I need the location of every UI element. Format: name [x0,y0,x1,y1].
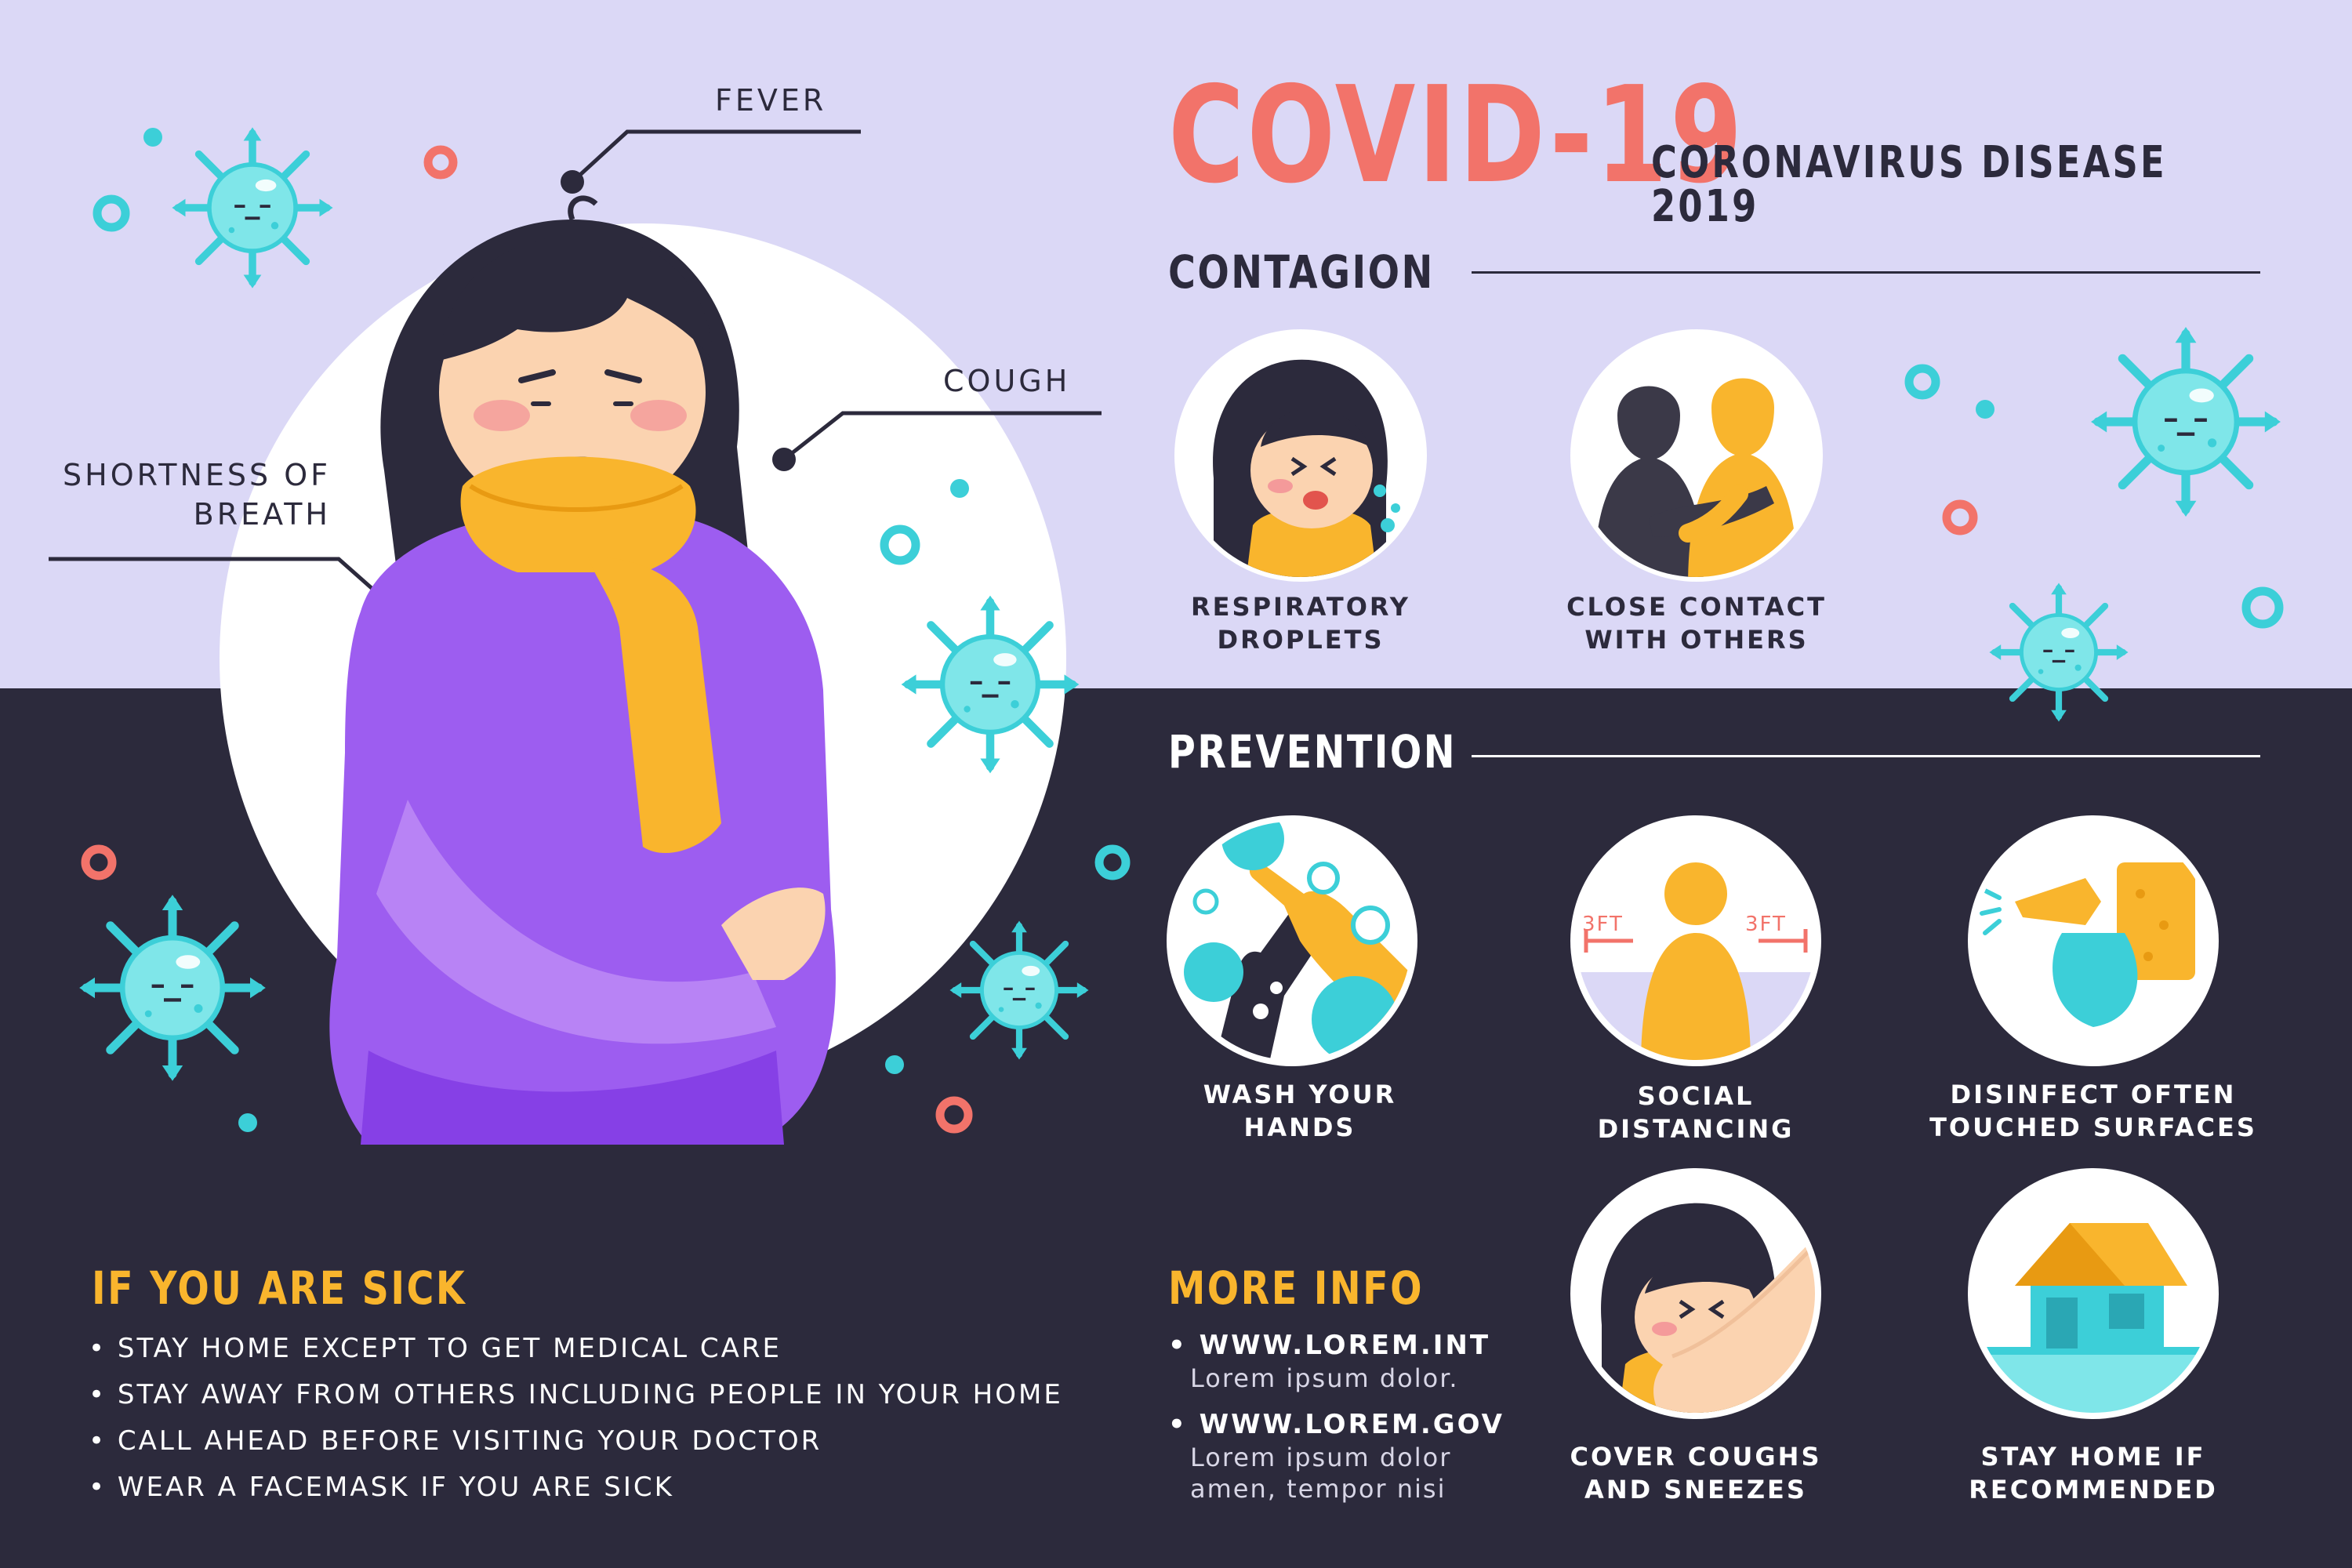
symptom-cough-label: COUGH [943,364,1071,398]
social-distancing-icon [1570,815,1821,1066]
teal-dot [143,128,162,147]
washing-hands-icon [1167,815,1417,1066]
teal-ring [1904,364,1940,400]
sick-item: • STAY AWAY FROM OTHERS INCLUDING PEOPLE… [89,1379,1063,1410]
coral-ring [935,1096,973,1134]
distance-right-label: 3FT [1745,913,1787,936]
respiratory-droplets-line1: RESPIRATORY [1191,592,1410,622]
contagion-heading: CONTAGION [1168,245,1435,299]
fever-line [571,129,861,183]
stay-home-line1: STAY HOME IF [1980,1442,2206,1472]
prevention-divider [1472,755,2260,757]
teal-dot [885,1055,904,1074]
crossed-arm [376,800,776,1044]
close-contact-label: CLOSE CONTACT WITH OTHERS [1524,590,1869,656]
respiratory-droplets-line2: DROPLETS [1217,625,1385,655]
virus-icon [1989,583,2128,721]
sneezing-person-icon [1174,329,1427,582]
coral-ring [81,844,117,880]
teal-dot [950,479,969,498]
more-info-desc: Lorem ipsum dolor amen, tempor nisi [1190,1443,1452,1504]
more-info-url[interactable]: • WWW.LOREM.GOV [1168,1409,1504,1440]
more-info-desc: Lorem ipsum dolor. [1190,1363,1459,1393]
teal-ring [1094,844,1131,880]
wash-hands-line2: HANDS [1243,1112,1356,1142]
social-distancing-label: SOCIAL DISTANCING [1523,1080,1868,1145]
teal-ring [2241,586,2284,629]
page-subtitle: CORONAVIRUS DISEASE 2019 [1651,137,2167,232]
virus-icon [79,895,266,1081]
more-info-link-1[interactable]: • WWW.LOREM.INT Lorem ipsum dolor. [1168,1328,1490,1394]
contagion-divider [1472,271,2260,274]
virus-icon [949,920,1088,1059]
hand [721,887,826,980]
coral-ring [423,145,458,180]
close-contact-line1: CLOSE CONTACT [1566,592,1827,622]
disinfect-line1: DISINFECT OFTEN [1950,1080,2237,1109]
symptom-shortness-line2: BREATH [193,497,331,532]
sick-item: • CALL AHEAD BEFORE VISITING YOUR DOCTOR [89,1425,822,1457]
respiratory-droplets-label: RESPIRATORY DROPLETS [1128,590,1473,656]
stay-home-label: STAY HOME IF RECOMMENDED [1921,1440,2266,1506]
cover-coughs-line1: COVER COUGHS [1570,1442,1822,1472]
hair-fringe [439,235,713,361]
scarf [460,456,696,572]
close-contact-line2: WITH OTHERS [1584,625,1809,655]
prevention-heading: PREVENTION [1168,725,1457,779]
sick-heading: IF YOU ARE SICK [92,1261,467,1315]
cover-coughs-label: COVER COUGHS AND SNEEZES [1523,1440,1868,1506]
symptom-fever-label: FEVER [715,83,827,118]
virus-icon [902,596,1080,774]
disinfect-line2: TOUCHED SURFACES [1929,1112,2257,1142]
virus-icon [2091,327,2281,517]
teal-dot [1976,400,1994,419]
house-icon [1968,1168,2219,1419]
symptom-shortness-label: SHORTNESS OF BREATH [52,456,331,534]
coral-ring [1942,499,1978,535]
sick-list: • STAY HOME EXCEPT TO GET MEDICAL CARE •… [89,1326,1063,1511]
social-distancing-line2: DISTANCING [1597,1114,1795,1144]
teal-ring [93,194,130,232]
spray-bottle-icon [1968,815,2219,1066]
fever-dot [561,170,584,194]
cover-cough-icon [1570,1168,1821,1419]
teal-dot [238,1113,257,1132]
cough-dot [772,448,796,471]
virus-icon [172,127,332,288]
more-info-link-2[interactable]: • WWW.LOREM.GOV Lorem ipsum dolor amen, … [1168,1407,1504,1504]
stay-home-line2: RECOMMENDED [1969,1475,2218,1504]
symptom-shortness-line1: SHORTNESS OF [63,458,331,492]
sick-item: • STAY HOME EXCEPT TO GET MEDICAL CARE [89,1333,782,1364]
wash-hands-label: WASH YOUR HANDS [1127,1078,1472,1144]
page-title: COVID-19 [1168,58,1745,213]
cough-line [782,411,1102,461]
hugging-people-icon [1570,329,1823,582]
social-distancing-line1: SOCIAL [1637,1081,1755,1111]
more-info-url[interactable]: • WWW.LOREM.INT [1168,1330,1491,1361]
wash-hands-line1: WASH YOUR [1203,1080,1397,1109]
teal-ring [880,524,920,565]
cover-coughs-line2: AND SNEEZES [1584,1475,1807,1504]
sweater-hem [361,1051,784,1145]
distance-left-label: 3FT [1582,913,1624,936]
disinfect-label: DISINFECT OFTEN TOUCHED SURFACES [1921,1078,2266,1144]
more-info-heading: MORE INFO [1168,1261,1424,1315]
sick-person-illustration [329,195,836,1145]
scarf-tail [588,557,721,854]
sick-item: • WEAR A FACEMASK IF YOU ARE SICK [89,1472,674,1503]
